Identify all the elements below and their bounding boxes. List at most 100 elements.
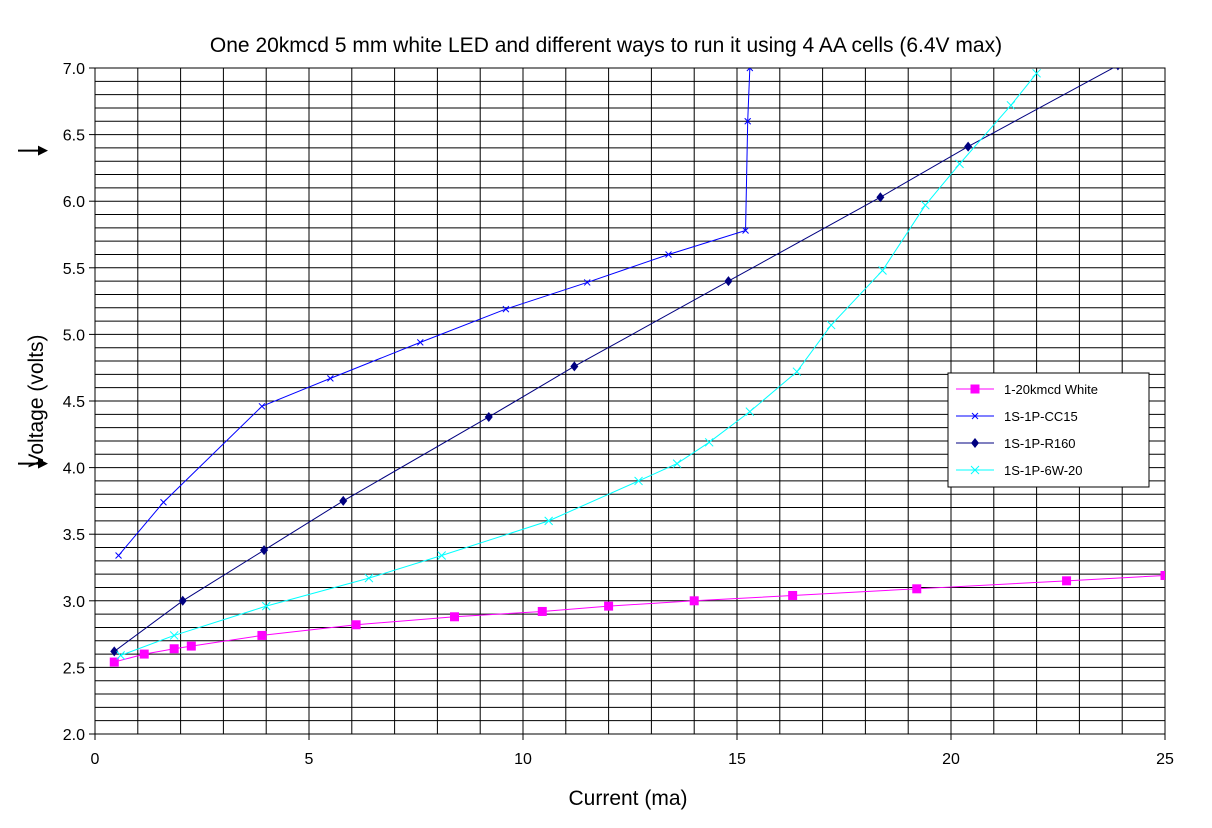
marker-stroke bbox=[116, 651, 126, 660]
x-tick-label: 10 bbox=[514, 751, 532, 768]
data-point bbox=[878, 266, 887, 275]
marker-stroke bbox=[672, 459, 682, 468]
x-tick-label: 25 bbox=[1156, 751, 1174, 768]
data-point bbox=[484, 411, 493, 422]
data-point bbox=[450, 612, 460, 622]
y-tick-label: 2.5 bbox=[63, 660, 85, 677]
data-point bbox=[437, 551, 447, 560]
data-point bbox=[1116, 68, 1120, 71]
marker-stroke bbox=[1032, 68, 1041, 78]
marker-stroke bbox=[665, 251, 672, 258]
series-lines bbox=[109, 68, 1165, 667]
data-point bbox=[689, 596, 699, 606]
y-axis: 2.0 2.5 3.0 3.5 4.0 4.5 5.0 5.5 6.0 6.5 7.0 bbox=[63, 61, 95, 744]
data-point bbox=[876, 192, 885, 203]
y-tick-label: 3.5 bbox=[63, 527, 85, 544]
data-point bbox=[258, 402, 266, 410]
data-point bbox=[970, 384, 980, 394]
marker-stroke bbox=[971, 412, 979, 420]
data-point bbox=[537, 606, 547, 616]
data-point bbox=[109, 657, 119, 667]
marker-stroke bbox=[1006, 100, 1016, 110]
marker-stroke bbox=[704, 437, 714, 447]
marker-stroke bbox=[744, 117, 752, 125]
data-point bbox=[502, 305, 510, 313]
series-1 bbox=[109, 570, 1165, 667]
data-point bbox=[115, 552, 122, 559]
data-point bbox=[116, 651, 126, 660]
marker-stroke bbox=[792, 367, 802, 377]
marker-stroke bbox=[437, 551, 447, 560]
x-tick-label: 15 bbox=[728, 751, 746, 768]
legend-item: 1S-1P-CC15 bbox=[956, 409, 1078, 424]
legend-label: 1-20kmcd White bbox=[1004, 382, 1098, 397]
marker-stroke bbox=[955, 159, 964, 169]
data-point bbox=[110, 646, 119, 657]
data-point bbox=[604, 601, 614, 611]
data-point bbox=[169, 631, 179, 640]
data-point bbox=[1032, 68, 1041, 78]
arrow-head bbox=[38, 145, 48, 156]
y-tick-label: 6.0 bbox=[63, 194, 85, 211]
data-point bbox=[665, 251, 672, 258]
marker-stroke bbox=[502, 305, 510, 313]
marker-stroke bbox=[364, 573, 374, 583]
marker-stroke bbox=[327, 375, 334, 382]
data-point bbox=[260, 545, 269, 556]
x-axis: 0 5 10 15 20 25 bbox=[91, 734, 1174, 768]
chart-title: One 20kmcd 5 mm white LED and different … bbox=[210, 34, 1002, 57]
marker-stroke bbox=[583, 279, 591, 286]
y-tick-label: 4.0 bbox=[63, 461, 85, 478]
marker-stroke bbox=[878, 266, 887, 275]
series-2 bbox=[115, 68, 754, 559]
data-point bbox=[416, 339, 424, 346]
data-point bbox=[792, 367, 802, 377]
data-point bbox=[672, 459, 682, 468]
marker-stroke bbox=[634, 476, 643, 486]
marker-stroke bbox=[160, 498, 167, 506]
x-tick-label: 0 bbox=[91, 751, 100, 768]
data-point bbox=[178, 595, 187, 606]
marker-stroke bbox=[258, 402, 266, 410]
data-point bbox=[339, 495, 348, 506]
y-tick-label: 5.5 bbox=[63, 261, 85, 278]
x-tick-label: 5 bbox=[305, 751, 314, 768]
data-point bbox=[1006, 100, 1016, 110]
data-point bbox=[724, 276, 733, 287]
data-point bbox=[920, 200, 930, 210]
y-tick-label: 6.5 bbox=[63, 128, 85, 145]
x-tick-label: 20 bbox=[942, 751, 960, 768]
data-point bbox=[746, 68, 754, 72]
data-point bbox=[788, 590, 798, 600]
legend-item: 1S-1P-6W-20 bbox=[956, 463, 1083, 478]
data-point bbox=[742, 227, 749, 234]
data-point bbox=[139, 649, 149, 659]
marker-stroke bbox=[742, 227, 749, 234]
data-point bbox=[570, 361, 579, 372]
series-3 bbox=[110, 68, 1120, 657]
data-point bbox=[970, 465, 980, 475]
marker-stroke bbox=[749, 68, 754, 72]
arrow-icon bbox=[18, 458, 48, 469]
series-line bbox=[114, 574, 1165, 663]
data-point bbox=[257, 630, 267, 640]
arrow-head bbox=[38, 458, 48, 469]
marker-stroke bbox=[544, 516, 554, 526]
data-point bbox=[971, 412, 979, 420]
x-axis-label: Current (ma) bbox=[568, 787, 687, 810]
y-axis-label: Voltage (volts) bbox=[25, 334, 48, 467]
data-point bbox=[971, 438, 979, 448]
data-point bbox=[544, 516, 554, 526]
data-point bbox=[1160, 570, 1165, 580]
data-point bbox=[964, 141, 973, 152]
marker-stroke bbox=[920, 200, 930, 210]
marker-stroke bbox=[746, 68, 751, 72]
legend-label: 1S-1P-CC15 bbox=[1004, 409, 1078, 424]
marker-stroke bbox=[261, 601, 271, 611]
data-point bbox=[364, 573, 374, 583]
marker-stroke bbox=[416, 339, 424, 346]
marker-stroke bbox=[970, 465, 980, 475]
legend-item: 1S-1P-R160 bbox=[956, 436, 1076, 451]
data-point bbox=[826, 320, 836, 330]
